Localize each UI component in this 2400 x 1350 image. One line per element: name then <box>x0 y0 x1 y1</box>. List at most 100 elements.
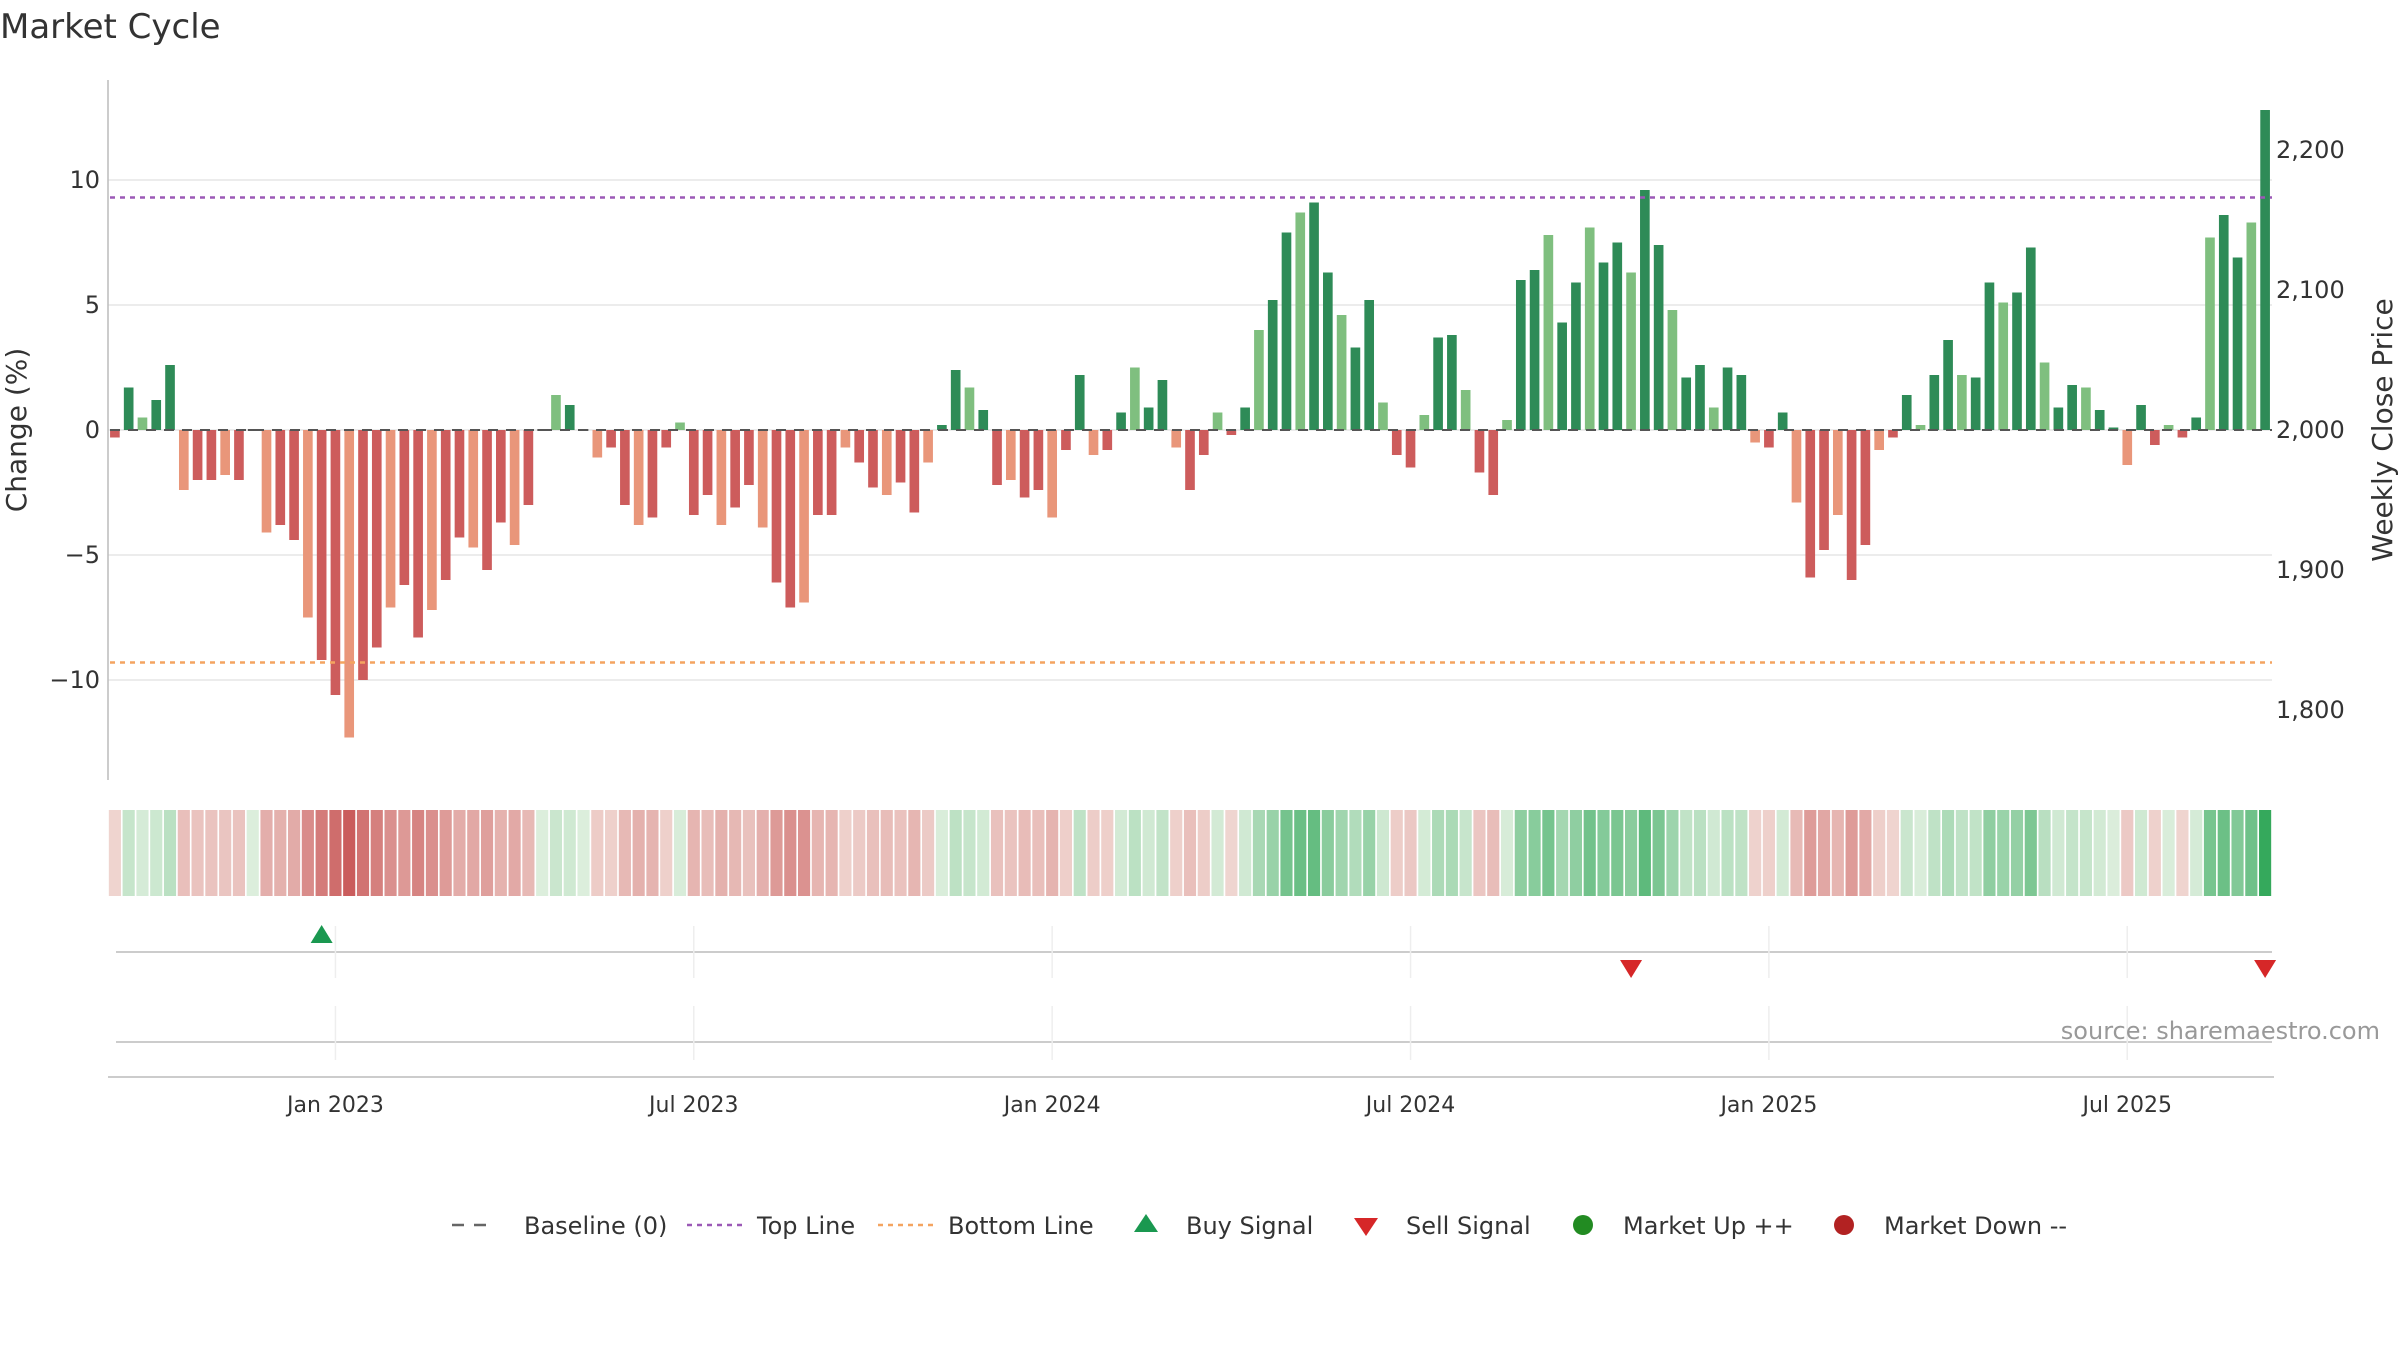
bar <box>1764 430 1774 448</box>
heat-cell <box>811 810 824 896</box>
bar <box>151 400 162 430</box>
heat-cell <box>549 810 563 896</box>
heat-cell <box>522 810 535 896</box>
heat-cell <box>2052 810 2065 896</box>
bar <box>1860 430 1871 545</box>
bar <box>1391 430 1402 455</box>
heat-cell <box>329 810 342 896</box>
heat-cell <box>1128 810 1141 896</box>
heat-cell <box>384 810 397 896</box>
heat-cell <box>729 810 742 896</box>
bar <box>1309 202 1319 430</box>
left-tick-label: 10 <box>69 166 100 194</box>
legend-label: Sell Signal <box>1406 1212 1531 1240</box>
bar <box>1681 377 1692 430</box>
heat-cell <box>2038 810 2051 896</box>
bar <box>2108 427 2119 430</box>
heat-cell <box>274 810 287 896</box>
heat-cell <box>1556 810 1569 896</box>
heat-cell <box>1059 810 1073 896</box>
heat-cell <box>1804 810 1817 896</box>
bar <box>137 417 148 430</box>
heat-cell <box>563 810 576 896</box>
heat-cell <box>1252 810 1265 896</box>
heat-cell <box>1390 810 1403 896</box>
bar <box>178 430 189 490</box>
legend-item: Buy Signal <box>1134 1212 1313 1240</box>
bar <box>2094 410 2105 430</box>
bar <box>1198 430 1209 455</box>
bar <box>1515 280 1526 430</box>
heat-cell <box>1142 810 1155 896</box>
bar <box>1226 430 1237 435</box>
bar <box>633 430 644 525</box>
right-axis-title: Weekly Close Price <box>2366 298 2399 561</box>
triangle-down-red-icon <box>1354 1218 1378 1236</box>
bar <box>1378 402 1388 430</box>
heat-cell <box>288 810 301 896</box>
heat-cell <box>1170 810 1183 896</box>
bar <box>1846 430 1857 580</box>
bar <box>978 410 989 430</box>
bar <box>881 430 892 495</box>
bar <box>123 387 134 430</box>
heat-cell <box>1473 810 1486 896</box>
heat-cell <box>949 810 962 896</box>
heat-cell <box>1487 810 1500 896</box>
bar <box>1460 390 1471 430</box>
bar <box>371 430 382 648</box>
heat-cell <box>1790 810 1803 896</box>
bar <box>1254 330 1264 430</box>
bar <box>551 395 561 430</box>
x-axis-ticks: Jan 2023 Jul 2023 Jan 2024 Jul 2024 Jan 2025… <box>285 926 2172 1118</box>
heat-cell <box>756 810 769 896</box>
bar <box>1543 235 1554 430</box>
bar <box>2246 222 2257 430</box>
bar <box>1185 430 1195 490</box>
bar <box>468 430 479 548</box>
heat-cell <box>1735 810 1748 896</box>
right-tick-label: 1,800 <box>2276 696 2345 724</box>
heat-cell <box>646 810 659 896</box>
heat-cell <box>1583 810 1596 896</box>
x-tick-label: Jan 2023 <box>285 1093 384 1118</box>
bar <box>702 430 713 495</box>
legend-label: Buy Signal <box>1186 1212 1313 1240</box>
heat-cell <box>1845 810 1858 896</box>
heat-cell <box>1652 810 1665 896</box>
heat-cell <box>1115 810 1128 896</box>
bar <box>1777 412 1788 430</box>
heat-cell <box>2176 810 2189 896</box>
bar <box>1019 430 1030 498</box>
heat-cell <box>784 810 797 896</box>
bar <box>1943 340 1953 430</box>
bar <box>1488 430 1499 495</box>
bar <box>1998 302 2009 430</box>
heat-cell <box>797 810 811 896</box>
legend-item: Baseline (0) <box>452 1212 667 1240</box>
bar <box>1364 300 1375 430</box>
bar <box>413 430 423 638</box>
bar <box>2122 430 2133 465</box>
heat-cell <box>866 810 880 896</box>
heat-cell <box>742 810 755 896</box>
bar <box>661 430 672 448</box>
heat-cell <box>494 810 507 896</box>
bar <box>2232 257 2243 430</box>
heat-cell <box>1528 810 1541 896</box>
bar <box>1901 395 1912 430</box>
bar <box>440 430 451 580</box>
bar <box>482 430 492 570</box>
bar <box>2205 237 2215 430</box>
heat-cell <box>673 810 687 896</box>
bar <box>358 430 368 680</box>
bar <box>330 430 341 695</box>
bar <box>1130 367 1140 430</box>
bar <box>2260 110 2270 430</box>
bar <box>1074 375 1085 430</box>
heat-cell <box>1156 810 1169 896</box>
heat-cell <box>1280 810 1293 896</box>
heat-cell <box>1597 810 1610 896</box>
heat-cell <box>1707 810 1720 896</box>
left-tick-label: −10 <box>49 666 100 694</box>
